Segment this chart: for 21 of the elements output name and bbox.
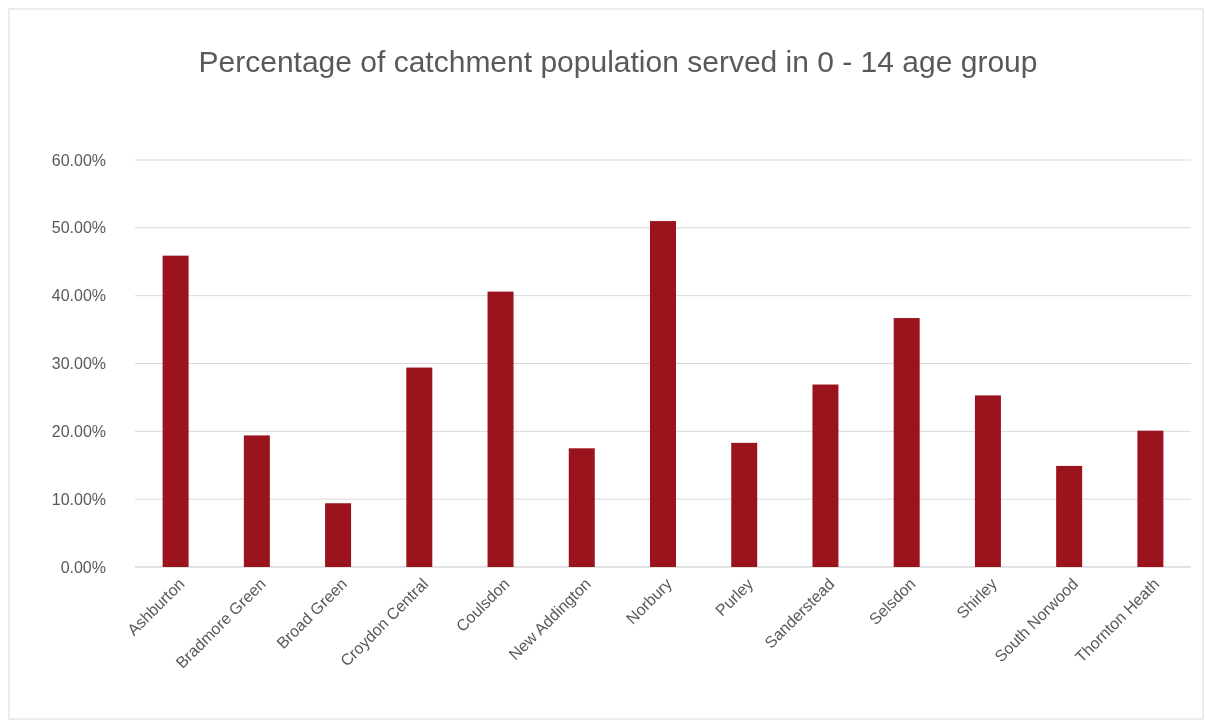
- bar: [568, 448, 595, 567]
- chart-title: Percentage of catchment population served in 0 - 14 age group: [198, 45, 1038, 78]
- bar: [731, 442, 758, 567]
- bar: [243, 435, 270, 567]
- bar: [162, 255, 189, 567]
- y-tick-label: 60.00%: [51, 151, 106, 169]
- bar: [487, 291, 514, 567]
- y-tick-label: 30.00%: [51, 355, 106, 373]
- bar: [893, 318, 920, 567]
- bar: [1137, 430, 1164, 567]
- bar: [325, 503, 352, 567]
- bar: [1056, 465, 1083, 567]
- y-tick-label: 20.00%: [51, 422, 106, 440]
- y-tick-label: 0.00%: [60, 558, 106, 576]
- y-tick-label: 50.00%: [51, 219, 106, 237]
- y-tick-label: 40.00%: [51, 287, 106, 305]
- bar: [650, 221, 676, 567]
- bar: [406, 367, 433, 567]
- y-tick-label: 10.00%: [51, 490, 106, 508]
- bar: [812, 384, 839, 567]
- bar: [974, 395, 1001, 567]
